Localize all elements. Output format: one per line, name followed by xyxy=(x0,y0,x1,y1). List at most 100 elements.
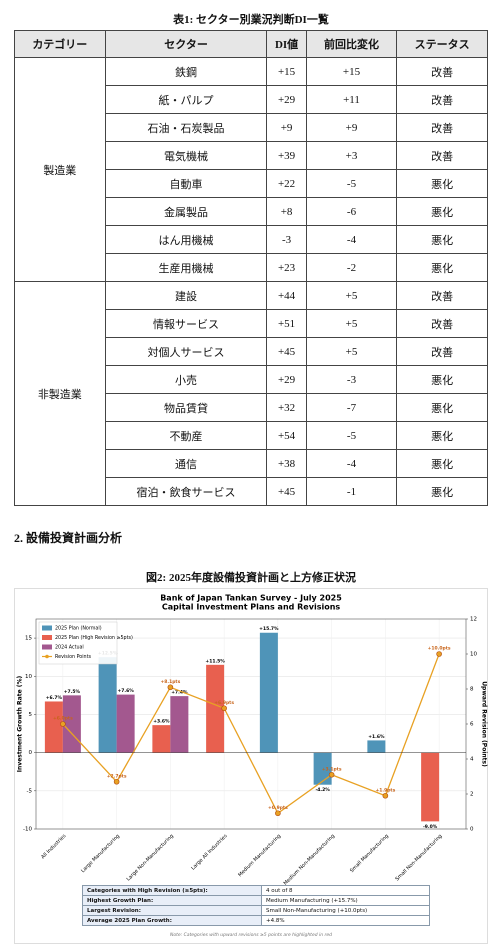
x-tick-label: Small Non-Manufacturing xyxy=(394,833,443,882)
summary-value: Small Non-Manufacturing (+10.0pts) xyxy=(261,905,430,916)
table-cell: 石油・石炭製品 xyxy=(104,113,268,142)
summary-row: Largest Revision: Small Non-Manufacturing… xyxy=(82,905,430,916)
summary-value: +4.8% xyxy=(261,915,430,926)
legend-swatch xyxy=(42,635,52,640)
y-tick-label: -10 xyxy=(23,827,32,833)
summary-key: Categories with High Revision (≥5pts): xyxy=(82,885,262,896)
revision-label: +8.1pts xyxy=(160,679,180,685)
table-cell: 悪化 xyxy=(396,253,488,282)
x-tick-label: Small Manufacturing xyxy=(349,833,390,874)
table-row: 自動車 +22 -5 悪化 xyxy=(15,169,488,198)
category-cell: 製造業 xyxy=(14,57,106,282)
bar-value-label: -4.2% xyxy=(315,787,330,793)
header-row: カテゴリー セクター DI値 前回比変化 ステータス xyxy=(14,30,488,58)
revision-label: +0.9pts xyxy=(268,805,288,811)
y2-tick-label: 8 xyxy=(470,687,474,693)
table-cell: +39 xyxy=(266,141,307,170)
table-cell: 悪化 xyxy=(396,197,488,226)
bar-value-label: +7.5% xyxy=(64,689,81,695)
bar-value-label: +6.7% xyxy=(46,695,63,701)
table-row: 製造業 鉄鋼 +15 +15 改善 xyxy=(14,57,488,282)
bar-value-label: +7.4% xyxy=(171,690,188,696)
sector-table: カテゴリー セクター DI値 前回比変化 ステータス 製造業 鉄鋼 +15 +15 改善 紙・パルプ… xyxy=(14,30,488,506)
table-cell: 悪化 xyxy=(396,477,488,506)
revision-point xyxy=(221,705,227,712)
table-row: 非製造業 建設 +44 +5 改善 xyxy=(14,281,488,506)
table-cell: -2 xyxy=(305,253,398,282)
section-heading: 2. 設備投資計画分析 xyxy=(14,531,123,545)
table-cell: 紙・パルプ xyxy=(104,85,268,114)
y-tick-label: 15 xyxy=(25,636,32,642)
table-cell: 宿泊・飲食サービス xyxy=(104,477,268,506)
table-row: 電気機械 +39 +3 改善 xyxy=(15,141,488,170)
bar xyxy=(313,752,332,785)
summary-key: Average 2025 Plan Growth: xyxy=(82,915,262,926)
plot-frame xyxy=(35,618,467,830)
summary-row: Categories with High Revision (≥5pts): 4 … xyxy=(82,885,430,896)
bar xyxy=(206,664,225,753)
y2-tick-label: 10 xyxy=(470,652,477,658)
table-cell: -5 xyxy=(305,169,398,198)
legend-swatch xyxy=(42,644,52,650)
y-tick-label: 5 xyxy=(29,712,33,718)
table-cell: -4 xyxy=(305,449,398,478)
table-cell: 生産用機械 xyxy=(104,253,268,282)
table-cell: +51 xyxy=(266,309,307,338)
bar xyxy=(170,696,189,753)
table-cell: 改善 xyxy=(396,309,488,338)
bar xyxy=(98,657,117,753)
bar xyxy=(367,740,386,753)
revision-point xyxy=(60,721,66,727)
x-tick-label: Large Manufacturing xyxy=(80,833,121,874)
table-cell: 改善 xyxy=(396,57,488,86)
revision-point xyxy=(113,778,120,785)
y2-tick-label: 2 xyxy=(470,792,474,798)
table-cell: -4 xyxy=(305,225,398,254)
y2-tick-label: 4 xyxy=(470,757,474,763)
summary-table: Categories with High Revision (≥5pts): 4 … xyxy=(82,885,430,926)
table-cell: +45 xyxy=(266,337,307,366)
bar xyxy=(152,725,171,753)
table-cell: -6 xyxy=(305,197,398,226)
revision-point xyxy=(275,810,281,817)
legend-label: 2025 Plan (High Revision ≥5pts) xyxy=(55,635,133,641)
revision-label: +6.9pts xyxy=(214,700,234,706)
table-cell: -5 xyxy=(305,421,398,450)
bar xyxy=(44,701,63,753)
revision-point xyxy=(436,651,442,657)
revision-label: +6.0pts xyxy=(53,716,73,722)
header-cell: 前回比変化 xyxy=(305,30,398,58)
table-cell: 悪化 xyxy=(396,365,488,394)
table-cell: +5 xyxy=(305,309,398,338)
table-cell: +44 xyxy=(266,281,307,310)
chart-frame xyxy=(14,588,488,944)
table-row: 生産用機械 +23 -2 悪化 xyxy=(15,253,488,282)
table-cell: 通信 xyxy=(104,449,268,478)
table-cell: -3 xyxy=(266,225,307,254)
table-row: 石油・石炭製品 +9 +9 改善 xyxy=(15,113,488,142)
summary-key: Largest Revision: xyxy=(82,905,262,916)
revision-label: +1.9pts xyxy=(375,787,395,793)
x-tick-label: All Industries xyxy=(40,833,67,860)
table-row: 物品賃貸 +32 -7 悪化 xyxy=(15,393,488,422)
y-tick-label: 10 xyxy=(25,674,32,680)
chart-title: Bank of Japan Tankan Survey - July 2025 xyxy=(160,594,342,603)
table-cell: 改善 xyxy=(396,141,488,170)
table-cell: 対個人サービス xyxy=(104,337,268,366)
x-tick-label: Medium Manufacturing xyxy=(237,833,282,878)
revision-line xyxy=(62,653,440,815)
bar xyxy=(259,632,278,753)
summary-note: Note: Categories with upward revisions ≥… xyxy=(169,933,333,938)
chart-subtitle: Capital Investment Plans and Revisions xyxy=(162,603,341,612)
table-row: 小売 +29 -3 悪化 xyxy=(15,365,488,394)
bar-value-label: +3.6% xyxy=(153,719,170,725)
figure-caption: 図2: 2025年度設備投資計画と上方修正状況 xyxy=(146,572,356,584)
table-row: 宿泊・飲食サービス +45 -1 悪化 xyxy=(15,477,488,506)
y2-tick-label: 0 xyxy=(470,827,474,833)
revision-point xyxy=(382,792,389,799)
category-cell: 非製造業 xyxy=(14,281,106,506)
bar-value-label: +7.6% xyxy=(117,688,134,694)
header-cell: セクター xyxy=(104,30,268,58)
legend-label: Revision Points xyxy=(55,654,91,660)
summary-value: 4 out of 8 xyxy=(261,885,430,896)
